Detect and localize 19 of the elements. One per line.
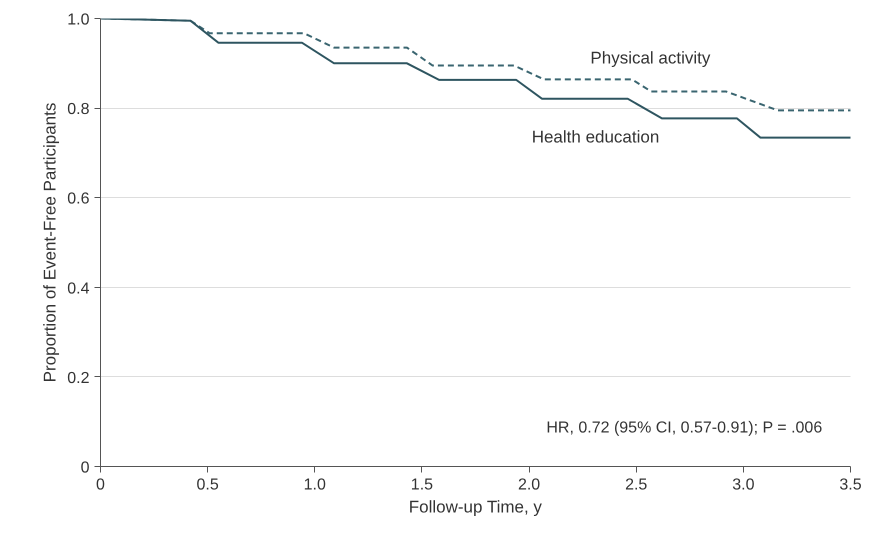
x-tick-label: 0.5 <box>196 476 219 494</box>
x-tick-label: 3.5 <box>839 476 862 494</box>
y-tick-label: 0.2 <box>67 370 90 387</box>
y-axis-title: Proportion of Event-Free Participants <box>40 102 60 382</box>
y-tick-label: 0.4 <box>67 280 90 298</box>
series-label: Physical activity <box>590 48 711 68</box>
x-tick-label: 1.0 <box>304 476 326 494</box>
y-tick-label: 0 <box>80 460 90 476</box>
x-tick-label: 0 <box>96 476 106 494</box>
series-label: Health education <box>532 127 660 146</box>
x-tick-label: 2.5 <box>625 476 648 494</box>
x-tick-label: 1.5 <box>410 476 434 494</box>
y-tick-label: 0.8 <box>67 101 90 118</box>
x-tick-label: 2.0 <box>518 476 540 494</box>
y-tick-label: 0.6 <box>67 190 90 208</box>
annotation: HR, 0.72 (95% CI, 0.57-0.91); P = .006 <box>546 420 822 436</box>
x-axis-title: Follow-up Time, y <box>408 498 542 516</box>
x-tick-label: 3.0 <box>732 476 755 494</box>
y-tick-label: 1.0 <box>67 12 90 28</box>
